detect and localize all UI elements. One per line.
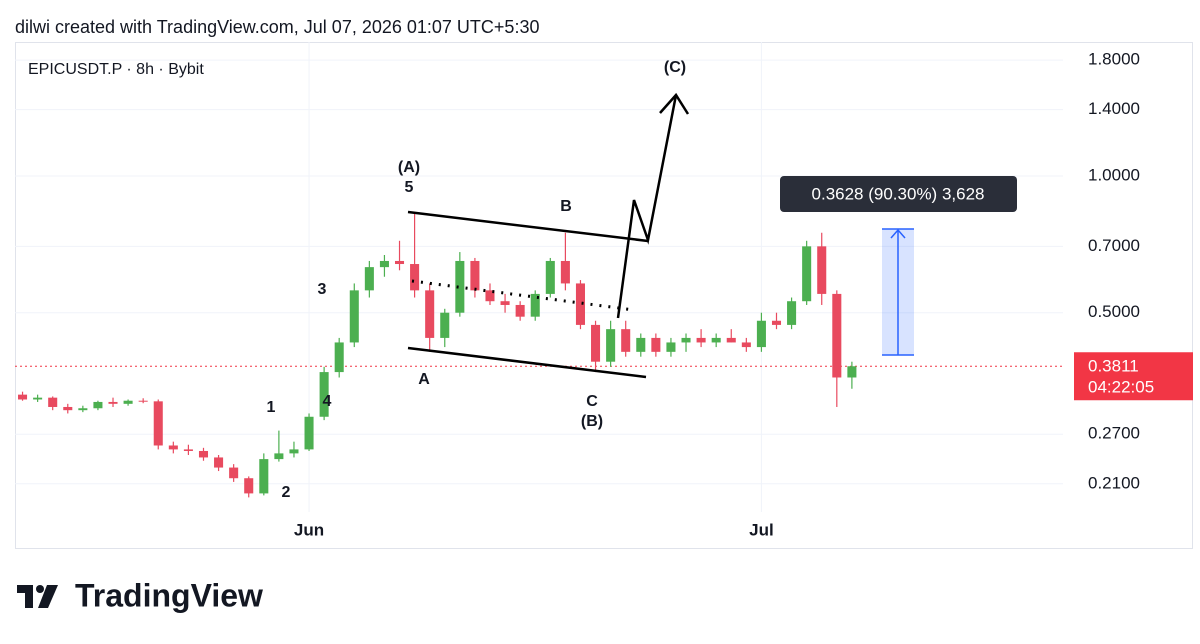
candle-body — [787, 301, 797, 325]
wave-label: (B) — [581, 413, 603, 430]
candle-body — [485, 290, 495, 302]
candle-body — [214, 457, 224, 468]
candle-body — [410, 264, 420, 291]
wave-label: 1 — [267, 399, 276, 416]
measure-tooltip — [780, 176, 1017, 212]
candle-body — [259, 459, 269, 494]
candle-body — [741, 342, 751, 348]
candle-body — [274, 453, 284, 460]
wave-label: A — [418, 371, 430, 388]
candle-body — [711, 337, 721, 343]
price-label: 0.3811 04:22:05 — [1074, 352, 1193, 401]
wave-label: 5 — [405, 179, 414, 196]
candle-body — [726, 337, 736, 343]
y-tick-label: 0.2100 — [1088, 473, 1140, 492]
candle-body — [153, 401, 163, 446]
candle-body — [229, 467, 239, 479]
dotted-line — [411, 279, 635, 312]
candle-body — [847, 366, 857, 378]
wave-label: 2 — [282, 484, 291, 501]
logo-text: TradingView — [75, 577, 263, 613]
candle-body — [440, 312, 450, 338]
candle-body — [696, 337, 706, 343]
price-label-value: 0.3811 — [1088, 357, 1139, 376]
candle-body — [817, 246, 827, 294]
wave-label: C — [586, 393, 598, 410]
symbol-title: EPICUSDT.P · 8h · Bybit — [28, 61, 204, 78]
candle-body — [651, 337, 661, 352]
candle-body — [63, 406, 73, 411]
y-tick-label: 1.8000 — [1088, 50, 1140, 69]
candle-body — [379, 260, 389, 268]
candle-body — [591, 324, 601, 362]
measure-label: 0.3628 (90.30%) 3,628 — [812, 184, 985, 203]
candle-body — [545, 260, 555, 294]
candle-body — [319, 372, 329, 417]
candle-body — [168, 445, 178, 450]
candle-body — [304, 416, 314, 450]
candle-body — [802, 246, 812, 302]
trend-line — [407, 210, 649, 243]
candle-body — [455, 260, 465, 313]
arrow-head — [659, 92, 690, 115]
candle-body — [108, 401, 118, 404]
x-tick-label: Jun — [294, 520, 324, 539]
candle-body — [18, 394, 28, 400]
candle-body — [756, 320, 766, 348]
x-tick-label: Jul — [749, 520, 774, 539]
candle-body — [93, 401, 103, 409]
candle-body — [515, 304, 525, 317]
candle-body — [334, 342, 344, 373]
candle-body — [621, 329, 631, 352]
candles — [18, 212, 857, 498]
candle-body — [425, 290, 435, 338]
candle-body — [606, 329, 616, 362]
candle-body — [48, 397, 58, 407]
candle-body — [198, 450, 209, 458]
candle-body — [138, 400, 148, 402]
candle-body — [394, 260, 405, 265]
grid: 0.2100 0.2700 0.5000 0.7000 1.0000 1.4000 1.80… — [15, 42, 1140, 539]
candle-body — [470, 260, 480, 291]
logo — [17, 585, 58, 608]
candle-body — [33, 397, 43, 400]
candle-body — [244, 478, 254, 494]
candle-body — [636, 337, 646, 352]
chart-frame — [15, 42, 1193, 549]
wave-label: (C) — [664, 59, 686, 76]
candle-body — [832, 293, 842, 378]
candle-body — [364, 267, 374, 291]
wave-label: 3 — [318, 281, 327, 298]
candle-body — [771, 320, 782, 325]
wave-label: 4 — [323, 393, 332, 410]
trend-line — [407, 346, 647, 379]
candle-body — [183, 449, 193, 451]
candle-body — [575, 283, 585, 325]
drawings — [407, 92, 690, 379]
projection-path — [616, 94, 678, 319]
candle-body — [681, 337, 691, 343]
price-label-box — [1074, 352, 1193, 401]
price-label-countdown: 04:22:05 — [1088, 378, 1154, 397]
header: dilwi created with TradingView.com, Jul … — [15, 17, 539, 37]
y-tick-label: 0.7000 — [1088, 236, 1140, 255]
y-tick-label: 1.0000 — [1088, 165, 1140, 184]
y-tick-label: 0.5000 — [1088, 302, 1140, 321]
wave-label: B — [560, 198, 572, 215]
wave-label: (A) — [398, 159, 420, 176]
candle-body — [666, 342, 676, 352]
candle-body — [349, 290, 359, 343]
y-tick-label: 1.4000 — [1088, 99, 1140, 118]
candle-body — [560, 260, 570, 284]
measure-arrow — [882, 228, 914, 356]
candle-body — [500, 301, 510, 305]
candle-body — [123, 400, 133, 404]
candle-body — [289, 449, 299, 454]
candle-body — [530, 293, 540, 317]
candle-body — [78, 408, 88, 411]
y-tick-label: 0.2700 — [1088, 424, 1140, 443]
